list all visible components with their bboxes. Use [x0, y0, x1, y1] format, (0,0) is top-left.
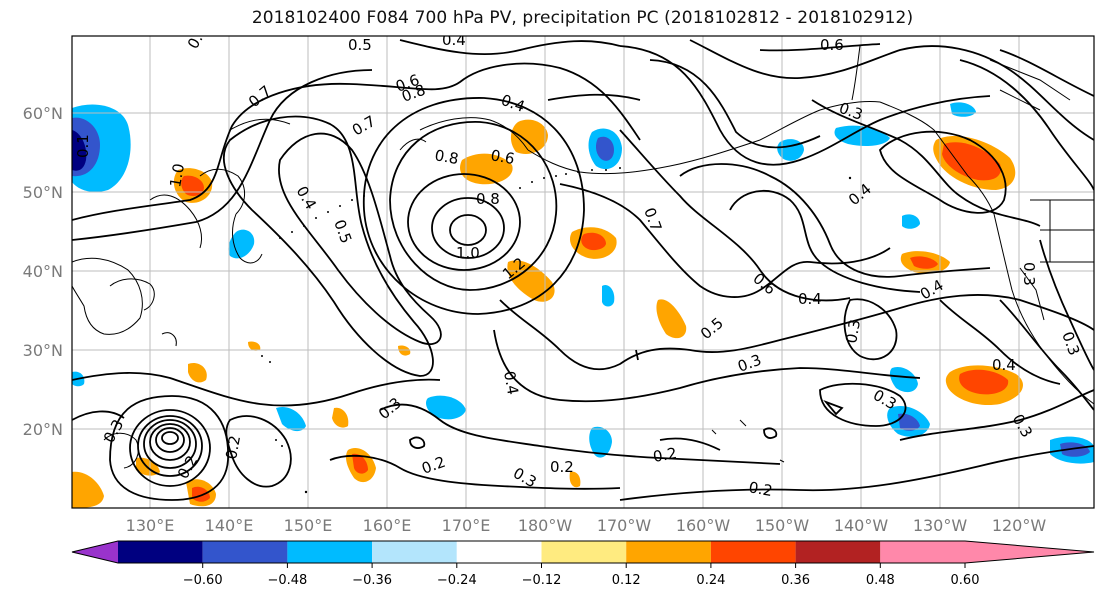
lon-label: 130°W	[913, 516, 968, 535]
contour-label: 1.0	[166, 162, 188, 189]
positive-anomaly-area	[248, 341, 261, 351]
lon-label: 170°E	[442, 516, 491, 535]
contour-label: 0.6	[489, 146, 516, 168]
contour-label: 0.2	[652, 444, 679, 466]
colorbar-segment	[118, 541, 203, 563]
contour-label: 0.8	[476, 190, 500, 208]
colorbar-tick: 0.36	[781, 573, 810, 588]
positive-anomaly-area	[510, 119, 548, 155]
colorbar-extend-low	[72, 541, 118, 563]
negative-anomaly-area	[595, 136, 614, 161]
colorbar-tick: 0.12	[612, 573, 641, 588]
positive-anomaly-area	[332, 407, 349, 428]
colorbar-tick: 0.24	[696, 573, 725, 588]
lat-label: 30°N	[23, 341, 63, 360]
colorbar-segment	[626, 541, 711, 563]
contour-label: 0.8	[433, 146, 460, 168]
colorbar-segment	[795, 541, 881, 563]
coastlines	[72, 45, 1094, 469]
contour-label: 0.4	[798, 290, 822, 308]
colorbar-tick: 0.48	[866, 573, 895, 588]
positive-anomaly-area	[398, 345, 411, 356]
negative-anomaly-area	[602, 284, 615, 307]
lon-label: 120°W	[992, 516, 1047, 535]
lon-label: 180°W	[518, 516, 573, 535]
positive-anomaly-area	[910, 256, 938, 269]
negative-anomaly-area	[898, 413, 920, 431]
positive-anomaly-area	[181, 175, 204, 196]
colorbar-segment	[202, 541, 288, 563]
contour-label: 0.4	[442, 31, 466, 49]
pv-contours	[72, 39, 1094, 501]
colorbar-outline	[71, 540, 1095, 564]
negative-anomaly-area	[902, 214, 920, 229]
positive-anomaly-area	[959, 369, 1009, 395]
negative-anomaly-area	[426, 395, 466, 420]
positive-anomaly-area	[942, 142, 1001, 181]
positive-anomaly-area	[569, 471, 581, 488]
colorbar-tick: −0.60	[183, 573, 223, 588]
colorbar-segment	[541, 541, 627, 563]
colorbar-segment	[456, 541, 542, 563]
contour-label: 0.3	[1020, 262, 1038, 286]
positive-anomaly-area	[72, 471, 104, 508]
lon-label: 160°E	[363, 516, 412, 535]
lat-label: 50°N	[23, 183, 63, 202]
negative-anomaly-area	[889, 366, 918, 393]
tc-contours	[109, 395, 229, 501]
positive-anomaly-area	[192, 486, 210, 502]
colorbar-tick: 0.60	[951, 573, 980, 588]
contour-label: 0.6	[820, 36, 844, 54]
contour-label: 0.2	[747, 478, 774, 500]
lon-label: 140°W	[834, 516, 889, 535]
positive-anomaly-area	[581, 232, 606, 251]
map-title: 2018102400 F084 700 hPa PV, precipitatio…	[251, 8, 914, 28]
lon-label: 160°W	[676, 516, 731, 535]
map-frame	[71, 35, 1095, 509]
contour-label: 0.1	[74, 134, 92, 158]
longitude-labels: 130°E 140°E 150°E 160°E 170°E 180°W 170°…	[126, 516, 1047, 535]
lat-label: 20°N	[23, 420, 63, 439]
colorbar-tick: −0.12	[522, 573, 562, 588]
contour-label: 0.4	[992, 356, 1016, 374]
lon-label: 170°W	[597, 516, 652, 535]
lon-label: 130°E	[126, 516, 175, 535]
contour-label: 0.2	[550, 458, 574, 476]
contour-label: 0.5	[348, 36, 372, 54]
lon-label: 150°W	[755, 516, 810, 535]
positive-anomaly-area	[352, 453, 368, 474]
latitude-labels: 60°N 50°N 40°N 30°N 20°N	[23, 104, 63, 439]
colorbar-tick: −0.48	[267, 573, 307, 588]
lat-label: 60°N	[23, 104, 63, 123]
contour-label: 0.4	[500, 370, 522, 397]
colorbar-extend-high	[965, 541, 1094, 563]
positive-anomaly-area	[460, 153, 513, 185]
colorbar-segment	[880, 541, 965, 563]
colorbar-tick: −0.36	[352, 573, 392, 588]
contour-label: 0.3	[842, 318, 864, 345]
colorbar-segment	[710, 541, 796, 563]
colorbar-tick: −0.24	[437, 573, 477, 588]
colorbar: −0.60 −0.48 −0.36 −0.24 −0.12 0.12 0.24 …	[71, 540, 1095, 588]
contour-label: 0.2	[222, 434, 244, 461]
negative-anomaly-area	[72, 130, 87, 171]
lat-label: 40°N	[23, 262, 63, 281]
contour-label: 1.0	[456, 244, 480, 262]
colorbar-segment	[287, 541, 373, 563]
colorbar-segment	[372, 541, 457, 563]
negative-anomaly-area	[276, 406, 306, 432]
positive-anomaly-area	[188, 362, 207, 383]
negative-anomaly-area	[228, 229, 255, 259]
positive-anomaly-area	[656, 299, 687, 339]
negative-anomaly-area	[1060, 442, 1090, 457]
negative-anomaly-area	[589, 426, 612, 458]
lon-label: 140°E	[205, 516, 254, 535]
lon-label: 150°E	[284, 516, 333, 535]
